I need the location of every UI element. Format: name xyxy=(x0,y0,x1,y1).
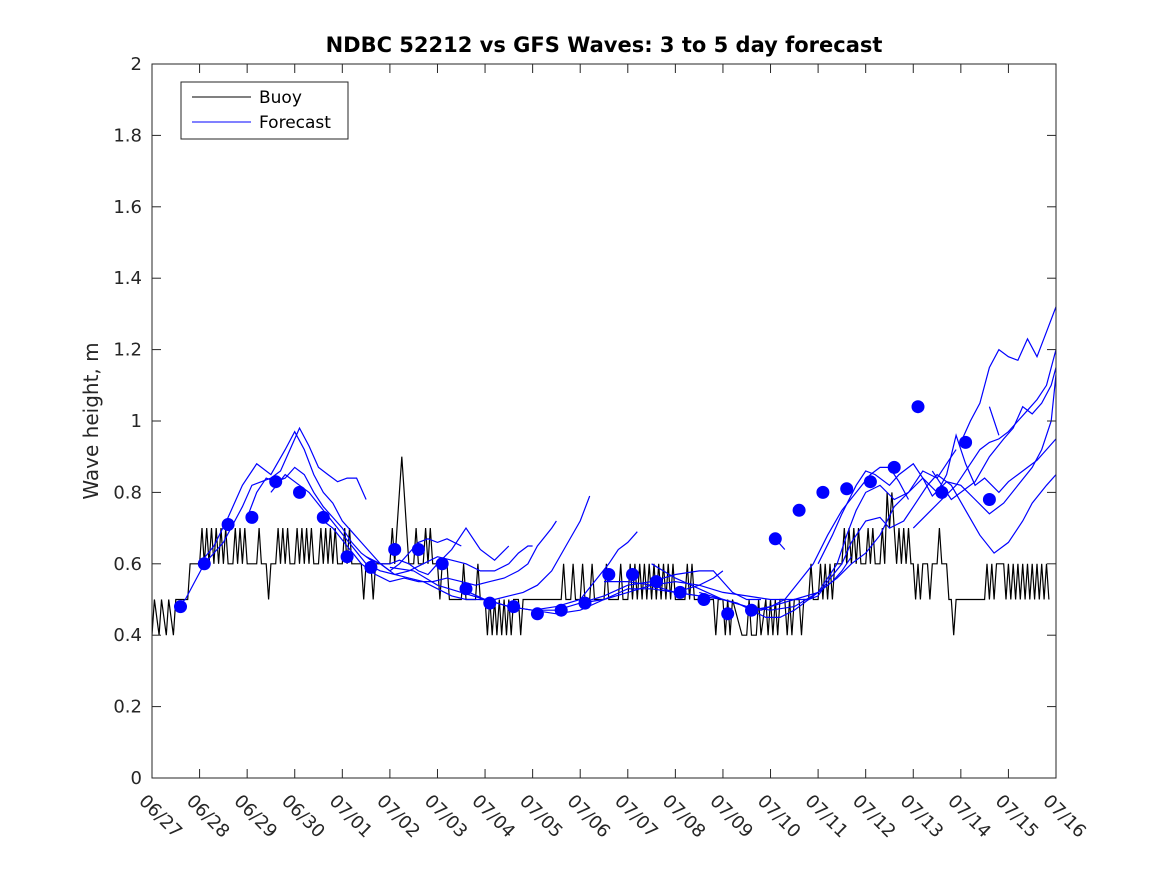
forecast-point-35 xyxy=(982,493,996,506)
forecast-series-line-17 xyxy=(912,348,1056,529)
y-tick-label: 0.4 xyxy=(113,625,142,646)
forecast-series-line-14 xyxy=(751,473,1056,611)
forecast-point-5 xyxy=(269,475,283,489)
forecast-point-28 xyxy=(816,485,830,499)
y-tick-label: 1.8 xyxy=(113,125,142,146)
forecast-point-27 xyxy=(792,503,806,517)
forecast-point-22 xyxy=(673,585,687,599)
forecast-point-7 xyxy=(316,510,330,524)
forecast-point-3 xyxy=(221,518,235,531)
forecast-point-32 xyxy=(911,400,925,414)
forecast-point-12 xyxy=(435,557,449,571)
legend: Buoy Forecast xyxy=(180,81,349,140)
forecast-point-26 xyxy=(768,532,782,546)
plot-area xyxy=(152,305,1056,636)
forecast-point-8 xyxy=(340,550,354,564)
y-tick-label: 1.4 xyxy=(113,268,142,289)
forecast-point-4 xyxy=(245,510,259,524)
forecast-point-2 xyxy=(197,557,211,571)
forecast-series-line-4 xyxy=(270,473,533,576)
forecast-point-10 xyxy=(388,543,402,556)
y-tick-label: 1 xyxy=(131,411,142,432)
forecast-point-31 xyxy=(887,460,901,474)
y-tick-label: 0.6 xyxy=(113,554,142,575)
forecast-series-line-5 xyxy=(318,516,557,586)
forecast-series-line-7 xyxy=(389,531,638,611)
forecast-point-11 xyxy=(411,543,425,556)
forecast-point-30 xyxy=(863,475,877,489)
forecast-point-34 xyxy=(959,435,973,449)
y-tick-label: 2 xyxy=(131,54,142,75)
forecast-point-9 xyxy=(364,560,378,574)
y-tick-label: 0 xyxy=(131,768,142,789)
forecast-point-23 xyxy=(697,593,711,606)
forecast-series-line-6 xyxy=(365,495,591,601)
legend-buoy-label: Buoy xyxy=(259,88,302,108)
forecast-point-29 xyxy=(840,482,854,496)
forecast-point-33 xyxy=(935,485,949,499)
forecast-point-18 xyxy=(578,596,592,610)
chart-title: NDBC 52212 vs GFS Waves: 3 to 5 day fore… xyxy=(326,33,883,57)
forecast-series-line-16 xyxy=(817,433,1056,565)
forecast-point-21 xyxy=(649,575,663,589)
forecast-point-1 xyxy=(174,600,187,614)
buoy-series-line xyxy=(152,456,1050,636)
y-tick-label: 0.2 xyxy=(113,697,142,718)
legend-forecast-label: Forecast xyxy=(259,113,331,133)
y-tick-label: 1.6 xyxy=(113,197,142,218)
forecast-point-15 xyxy=(507,600,521,614)
forecast-series-line-20 xyxy=(988,406,1000,436)
forecast-point-16 xyxy=(530,607,544,621)
forecast-point-20 xyxy=(626,568,639,581)
legend-box xyxy=(180,81,349,140)
forecast-point-13 xyxy=(459,582,473,596)
y-tick-label: 0.8 xyxy=(113,482,142,503)
forecast-point-17 xyxy=(554,603,568,617)
forecast-series-line-18 xyxy=(960,305,1056,443)
forecast-series-line-19 xyxy=(931,365,1056,501)
forecast-point-14 xyxy=(483,596,497,610)
forecast-series-line-13 xyxy=(699,374,1056,611)
forecast-point-6 xyxy=(293,485,306,499)
forecast-series-line-2 xyxy=(199,430,462,572)
forecast-point-19 xyxy=(602,568,616,581)
forecast-point-25 xyxy=(745,603,758,617)
y-axis-label: Wave height, m xyxy=(79,342,103,499)
y-axis: 0 0.2 0.4 0.6 0.8 1 1.2 1.4 1.6 1.8 2 xyxy=(113,54,1056,789)
forecast-point-24 xyxy=(721,607,735,621)
y-tick-label: 1.2 xyxy=(113,340,142,361)
